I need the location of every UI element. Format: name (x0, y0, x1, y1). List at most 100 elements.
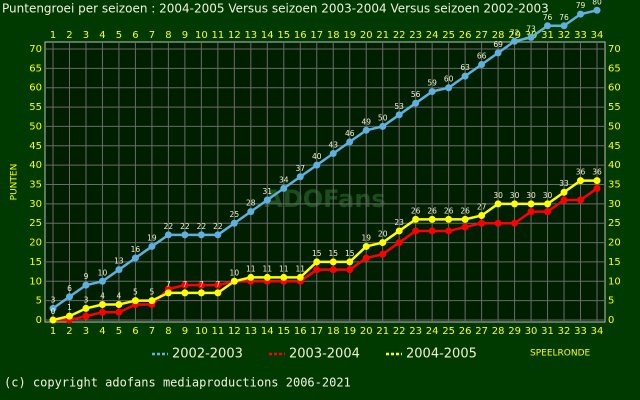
value-label: 11 (279, 264, 289, 273)
value-label: 63 (460, 63, 470, 72)
value-label: 73 (526, 24, 536, 33)
value-label: 22 (164, 222, 174, 231)
point (329, 150, 337, 158)
x-top-tick-label: 4 (99, 30, 105, 41)
value-label: 56 (411, 90, 421, 99)
x-top-tick-label: 17 (310, 30, 323, 41)
x-top-tick-label: 20 (360, 30, 373, 41)
point (230, 219, 238, 227)
point (164, 289, 172, 297)
plot-area (44, 41, 606, 323)
x-tick-label: 32 (558, 326, 571, 337)
point (379, 250, 387, 258)
value-label: 3 (84, 295, 89, 304)
value-label: 30 (510, 191, 520, 200)
x-tick-label: 3 (83, 326, 89, 337)
x-top-tick-label: 33 (574, 30, 587, 41)
x-tick-label: 7 (149, 326, 155, 337)
point (65, 293, 73, 301)
value-label: 4 (117, 292, 122, 301)
x-top-tick-label: 15 (277, 30, 290, 41)
y-tick-label: 10 (29, 276, 42, 287)
point (148, 297, 156, 305)
y2-tick-label: 0 (608, 315, 614, 326)
value-label: 10 (98, 268, 108, 277)
point (478, 60, 486, 68)
series-line (53, 187, 598, 322)
point (362, 254, 370, 262)
y-tick-label: 55 (29, 102, 42, 113)
x-tick-label: 10 (195, 326, 208, 337)
point (593, 6, 601, 14)
x-tick-label: 2 (66, 326, 72, 337)
value-label: 76 (559, 13, 569, 22)
x-tick-label: 17 (310, 326, 323, 337)
y-tick-label: 0 (36, 315, 42, 326)
point (478, 211, 486, 219)
value-label: 31 (263, 187, 273, 196)
y2-tick-label: 55 (608, 102, 621, 113)
point (544, 22, 552, 30)
point (329, 258, 337, 266)
value-label: 10 (230, 268, 240, 277)
value-label: 15 (345, 249, 355, 258)
point (511, 200, 519, 208)
value-label: 7 (215, 280, 220, 289)
point (544, 200, 552, 208)
value-label: 60 (444, 75, 454, 84)
value-label: 3 (51, 295, 56, 304)
legend-label: 2004-2005 (406, 347, 477, 362)
x-tick-label: 26 (459, 326, 472, 337)
y2-tick-label: 25 (608, 218, 621, 229)
point (313, 258, 321, 266)
point (445, 227, 453, 235)
point (82, 281, 90, 289)
value-label: 26 (427, 206, 437, 215)
x-tick-label: 15 (277, 326, 290, 337)
x-top-tick-label: 2 (66, 30, 72, 41)
point (494, 49, 502, 57)
x-tick-label: 31 (541, 326, 554, 337)
value-label: 76 (543, 13, 553, 22)
series-line (52, 179, 597, 322)
value-label: 30 (493, 191, 503, 200)
x-top-tick-label: 32 (558, 30, 571, 41)
x-tick-label: 33 (574, 326, 587, 337)
x-top-tick-label: 13 (244, 30, 257, 41)
y2-tick-label: 50 (608, 121, 621, 132)
point (445, 84, 453, 92)
point (82, 312, 90, 320)
point (593, 184, 601, 192)
point (214, 231, 222, 239)
value-label: 26 (411, 206, 421, 215)
point (511, 219, 519, 227)
value-label: 53 (394, 102, 404, 111)
point (412, 227, 420, 235)
value-label: 5 (133, 288, 138, 297)
x-top-tick-label: 27 (475, 30, 488, 41)
x-top-tick-label: 26 (459, 30, 472, 41)
value-label: 27 (477, 202, 487, 211)
series-line (52, 9, 598, 310)
y2-tick-label: 70 (608, 44, 621, 55)
value-label: 33 (559, 179, 569, 188)
chart-title: Puntengroei per seizoen : 2004-2005 Vers… (2, 2, 549, 16)
x-top-tick-label: 21 (376, 30, 389, 41)
point (280, 184, 288, 192)
point (131, 297, 139, 305)
y2-tick-label: 40 (608, 160, 621, 171)
x-top-tick-label: 19 (343, 30, 356, 41)
point (395, 227, 403, 235)
point (197, 289, 205, 297)
point (214, 289, 222, 297)
point (527, 200, 535, 208)
value-label: 26 (444, 206, 454, 215)
y-tick-label: 60 (29, 83, 42, 94)
point (412, 99, 420, 107)
value-label: 23 (394, 218, 404, 227)
y2-tick-label: 45 (608, 141, 621, 152)
value-label: 11 (295, 264, 305, 273)
value-label: 22 (213, 222, 223, 231)
x-top-tick-label: 34 (591, 30, 604, 41)
point (247, 208, 255, 216)
